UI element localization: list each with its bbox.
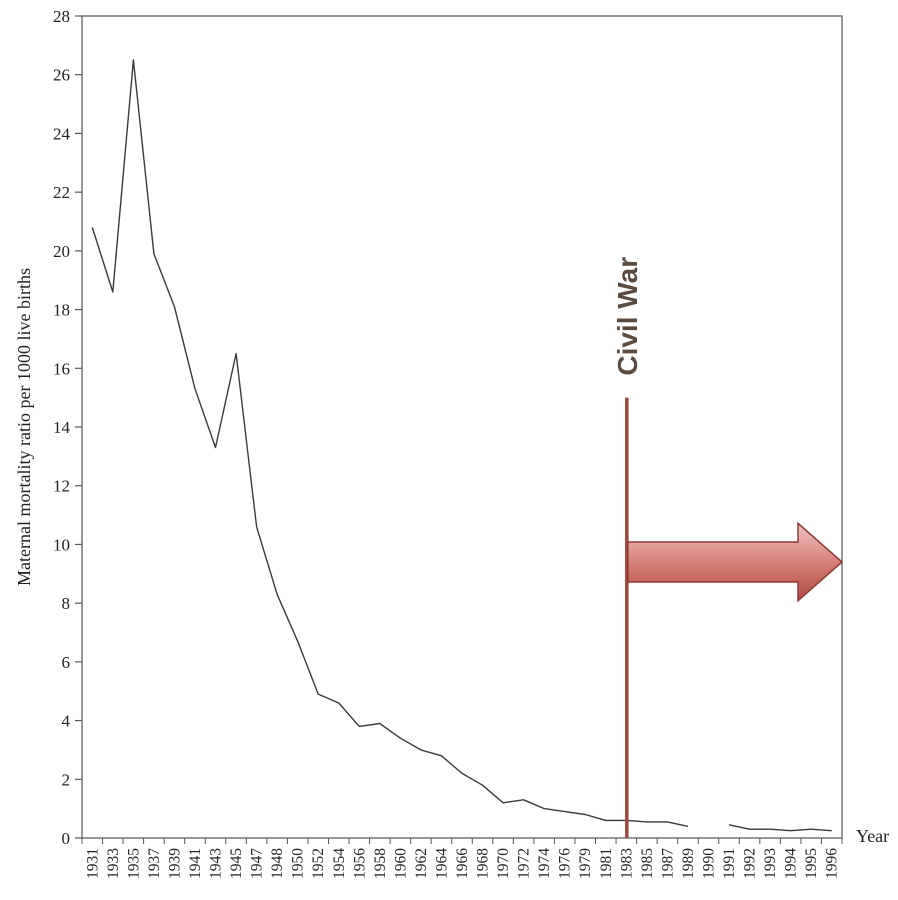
x-tick-label: 1960 (392, 848, 409, 879)
y-tick-label: 8 (62, 594, 71, 613)
x-tick-label: 1981 (598, 848, 615, 879)
y-tick-label: 10 (53, 535, 70, 554)
x-tick-label: 1943 (208, 848, 225, 879)
x-tick-label: 1931 (84, 848, 101, 879)
x-tick-label: 1937 (146, 848, 163, 879)
x-tick-label: 1941 (187, 848, 204, 879)
y-tick-label: 18 (53, 301, 70, 320)
x-tick-label: 1933 (105, 848, 122, 879)
y-tick-label: 28 (53, 7, 70, 26)
x-tick-label: 1948 (269, 848, 286, 879)
series-layer (91, 59, 832, 832)
x-tick-label: 1970 (495, 848, 512, 879)
x-tick-label: 1974 (536, 848, 553, 879)
x-tick-label: 1996 (824, 848, 841, 879)
x-tick-label: 1939 (166, 848, 183, 879)
x-tick-label: 1945 (228, 848, 245, 879)
right-arrow-icon (627, 521, 844, 603)
x-tick-label: 1991 (721, 848, 738, 879)
x-tick-label: 1950 (290, 848, 307, 879)
civil-war-label: Civil War (612, 257, 643, 376)
y-tick-label: 24 (53, 124, 71, 143)
x-axis-title: Year (856, 826, 889, 846)
y-tick-label: 22 (53, 183, 70, 202)
x-tick-label: 1947 (249, 848, 266, 879)
x-tick-label: 1992 (742, 848, 759, 879)
y-tick-label: 20 (53, 242, 70, 261)
x-axis-ticks: 1931 1933 1935 1937 1939 1941 1943 1945 1947 1948… (81, 838, 843, 879)
x-tick-label: 1990 (700, 848, 717, 879)
y-tick-label: 16 (53, 359, 70, 378)
annotation-layer: Civil War (612, 257, 844, 838)
plot-frame (81, 15, 843, 839)
y-tick-label: 6 (62, 653, 71, 672)
x-tick-label: 1979 (577, 848, 594, 879)
x-tick-label: 1954 (331, 848, 348, 879)
x-tick-label: 1993 (762, 848, 779, 879)
y-axis-title: Maternal mortality ratio per 1000 live b… (14, 268, 34, 586)
x-tick-label: 1935 (125, 848, 142, 879)
series-line (91, 59, 832, 832)
x-tick-label: 1958 (372, 848, 389, 879)
x-tick-label: 1989 (680, 848, 697, 879)
y-tick-label: 26 (53, 66, 70, 85)
x-tick-label: 1987 (659, 848, 676, 879)
x-tick-label: 1964 (433, 848, 450, 879)
y-tick-label: 4 (62, 712, 71, 731)
y-tick-label: 0 (62, 829, 71, 848)
x-tick-label: 1972 (516, 848, 533, 879)
x-tick-label: 1983 (618, 848, 635, 879)
x-tick-label: 1995 (803, 848, 820, 879)
x-tick-label: 1985 (639, 848, 656, 879)
x-tick-label: 1956 (351, 848, 368, 879)
y-tick-label: 2 (62, 770, 71, 789)
y-tick-label: 12 (53, 477, 70, 496)
x-tick-label: 1976 (557, 848, 574, 879)
x-tick-label: 1994 (783, 848, 800, 879)
x-tick-label: 1968 (475, 848, 492, 879)
y-tick-label: 14 (53, 418, 71, 437)
x-tick-label: 1966 (454, 848, 471, 879)
x-tick-label: 1962 (413, 848, 430, 879)
x-tick-label: 1952 (310, 848, 327, 879)
